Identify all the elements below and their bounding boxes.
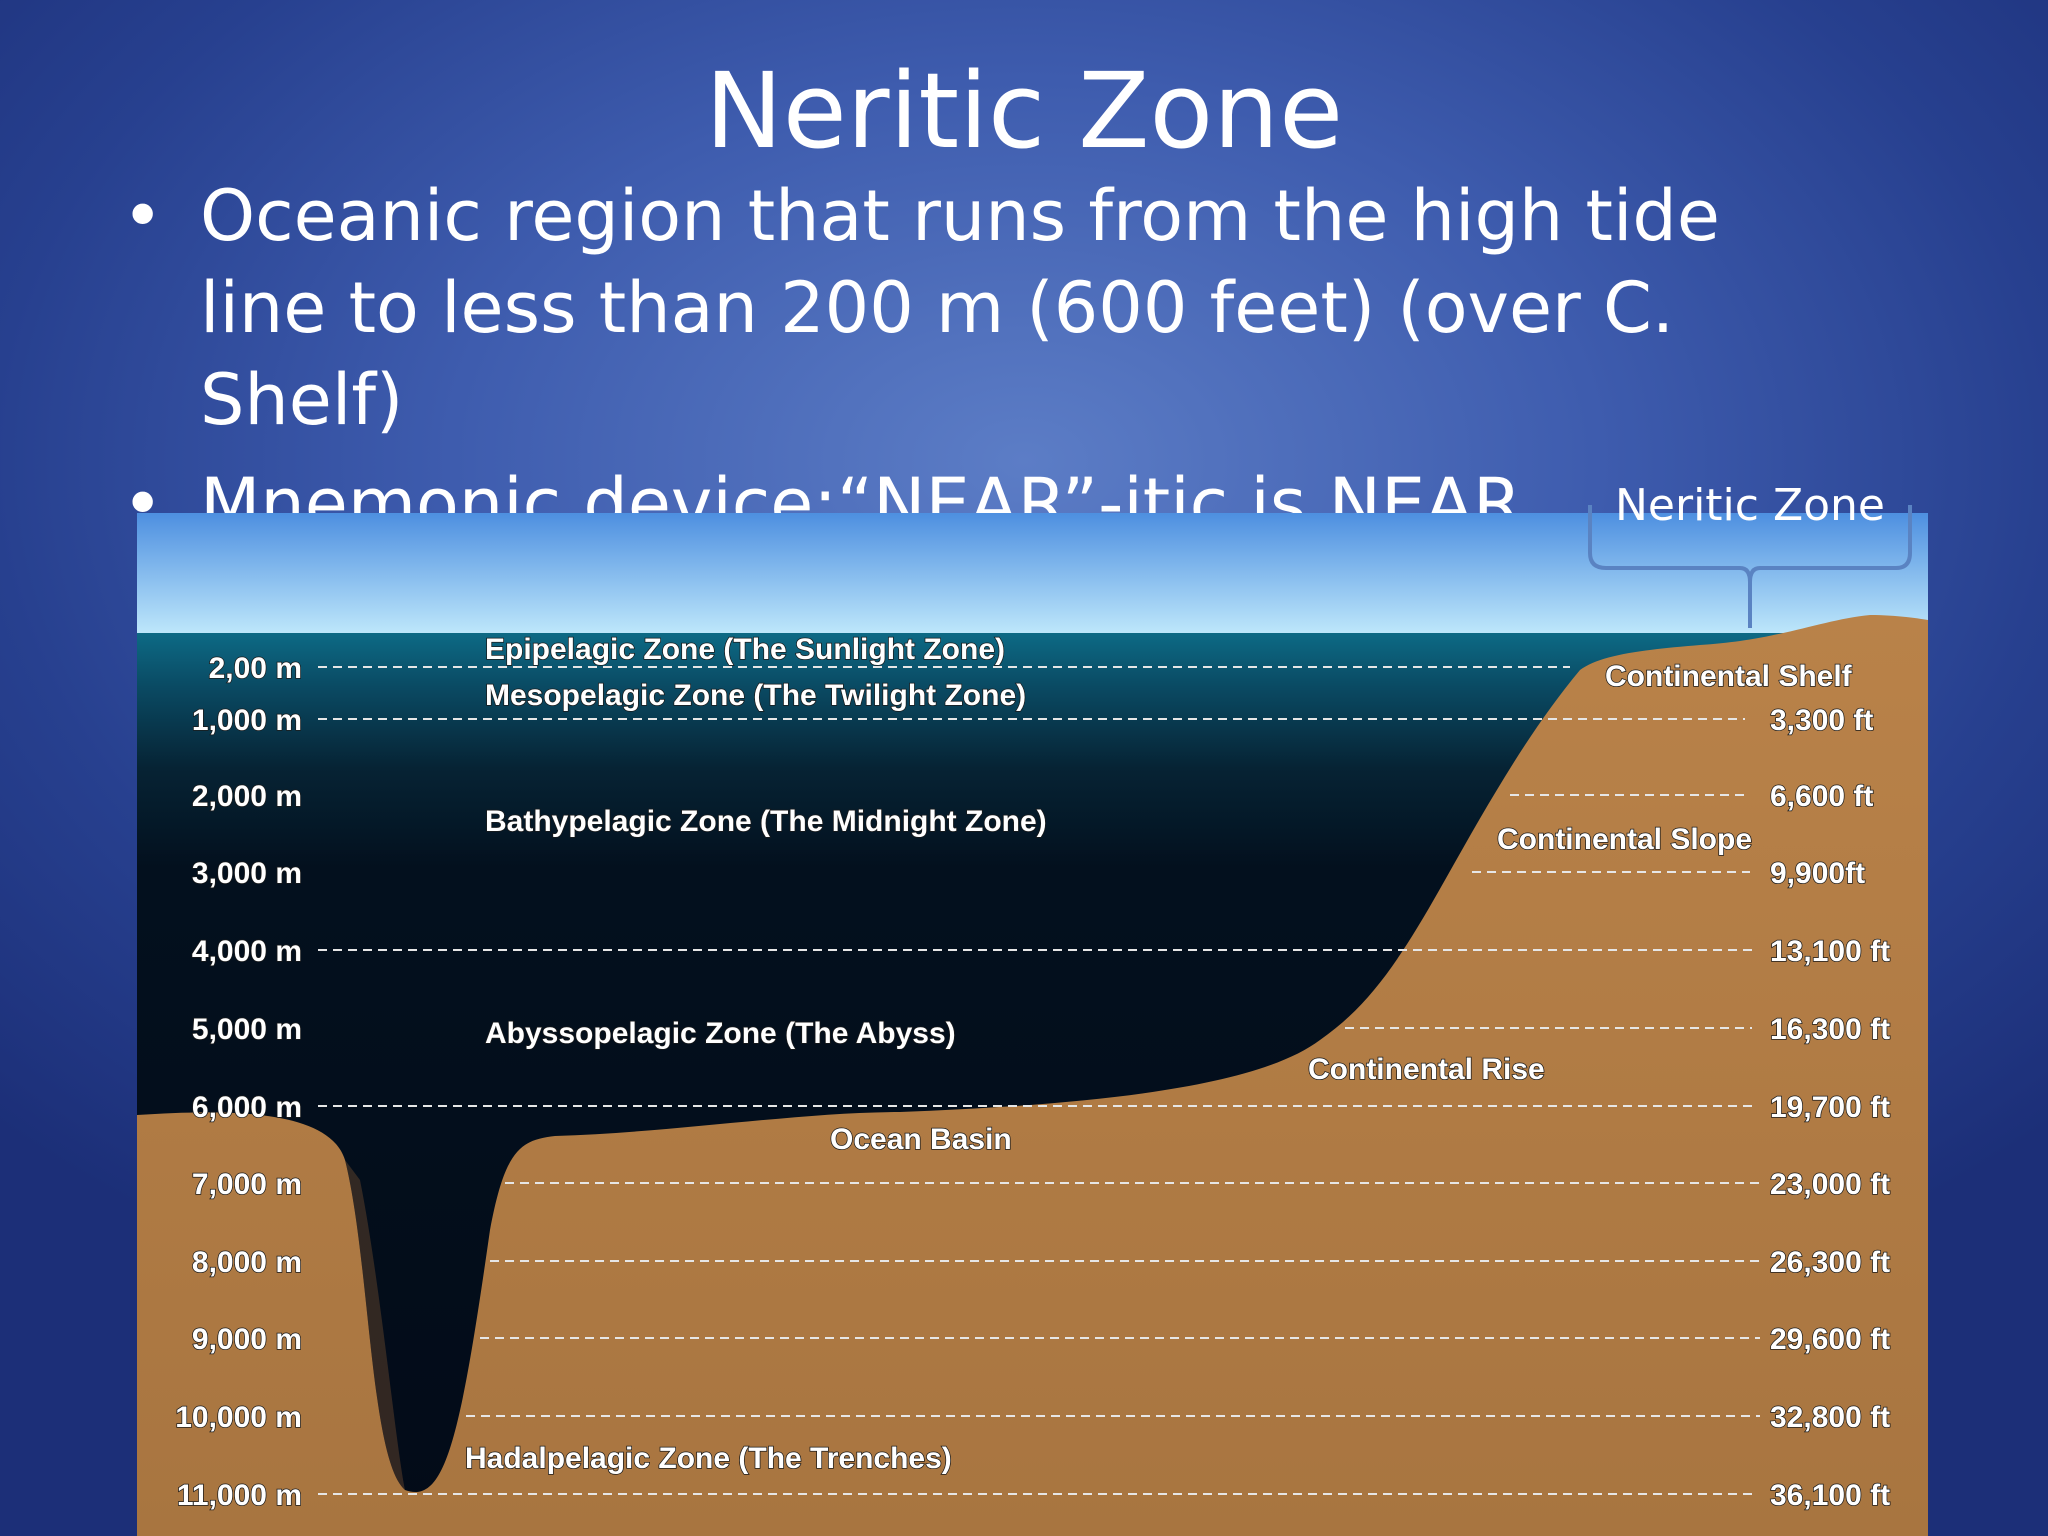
- depth-labels-feet: 3,300 ft 6,600 ft 9,900ft 13,100 ft 16,300 f…: [1769, 703, 1891, 1513]
- depth-label-ft: 23,000 ft: [1770, 1168, 1890, 1201]
- depth-label-m: 3,000 m: [192, 857, 302, 890]
- depth-label-ft: 26,300 ft: [1770, 1246, 1890, 1279]
- depth-label-ft: 16,300 ft: [1770, 1013, 1890, 1046]
- depth-label-ft: 29,600 ft: [1770, 1323, 1890, 1356]
- ocean-basin-label: Ocean Basin: [830, 1123, 1012, 1156]
- epipelagic-zone-label: Epipelagic Zone (The Sunlight Zone): [485, 633, 1005, 666]
- depth-label-m: 6,000 m: [192, 1091, 302, 1124]
- depth-label-m: 1,000 m: [192, 704, 302, 737]
- depth-label-ft: 9,900ft: [1770, 857, 1865, 890]
- depth-label-m: 2,00 m: [209, 652, 302, 685]
- depth-label-ft: 19,700 ft: [1770, 1091, 1890, 1124]
- neritic-zone-bracket: [1588, 505, 1912, 628]
- depth-lines: [318, 666, 1760, 1495]
- depth-label-m: 7,000 m: [192, 1168, 302, 1201]
- depth-labels-meters: 2,00 m 1,000 m 2,000 m 3,000 m 4,000 m 5,000 …: [174, 651, 302, 1513]
- shelf-shadow: [345, 1160, 405, 1490]
- sky: [137, 513, 1928, 635]
- depth-label-m: 2,000 m: [192, 780, 302, 813]
- depth-label-ft: 3,300 ft: [1770, 704, 1873, 737]
- depth-label-ft: 6,600 ft: [1770, 780, 1873, 813]
- hadalpelagic-zone-label: Hadalpelagic Zone (The Trenches): [465, 1442, 952, 1475]
- depth-label-m: 9,000 m: [192, 1323, 302, 1356]
- bullet-dot: •: [122, 175, 164, 257]
- bathypelagic-zone-label: Bathypelagic Zone (The Midnight Zone): [485, 805, 1047, 838]
- abyssopelagic-zone-label: Abyssopelagic Zone (The Abyss): [485, 1017, 956, 1050]
- depth-label-ft: 13,100 ft: [1770, 935, 1890, 968]
- slide-title: Neritic Zone: [704, 50, 1344, 172]
- seafloor: [137, 615, 1928, 1536]
- depth-label-m: 8,000 m: [192, 1246, 302, 1279]
- depth-label-m: 11,000 m: [177, 1479, 302, 1512]
- continental-slope-label: Continental Slope: [1497, 823, 1752, 856]
- continental-rise-label: Continental Rise: [1308, 1053, 1545, 1086]
- mesopelagic-zone-label: Mesopelagic Zone (The Twilight Zone): [485, 679, 1026, 712]
- depth-label-m: 10,000 m: [175, 1401, 302, 1434]
- depth-label-ft: 32,800 ft: [1770, 1401, 1890, 1434]
- depth-label-m: 4,000 m: [192, 935, 302, 968]
- depth-label-ft: 36,100 ft: [1770, 1479, 1890, 1512]
- bullet-text: Oceanic region that runs from the high t…: [200, 175, 1720, 441]
- neritic-zone-callout: Neritic Zone: [1615, 480, 1885, 531]
- bullet-item: • Oceanic region that runs from the high…: [122, 170, 1762, 446]
- depth-label-m: 5,000 m: [192, 1013, 302, 1046]
- continental-shelf-label: Continental Shelf: [1605, 660, 1853, 693]
